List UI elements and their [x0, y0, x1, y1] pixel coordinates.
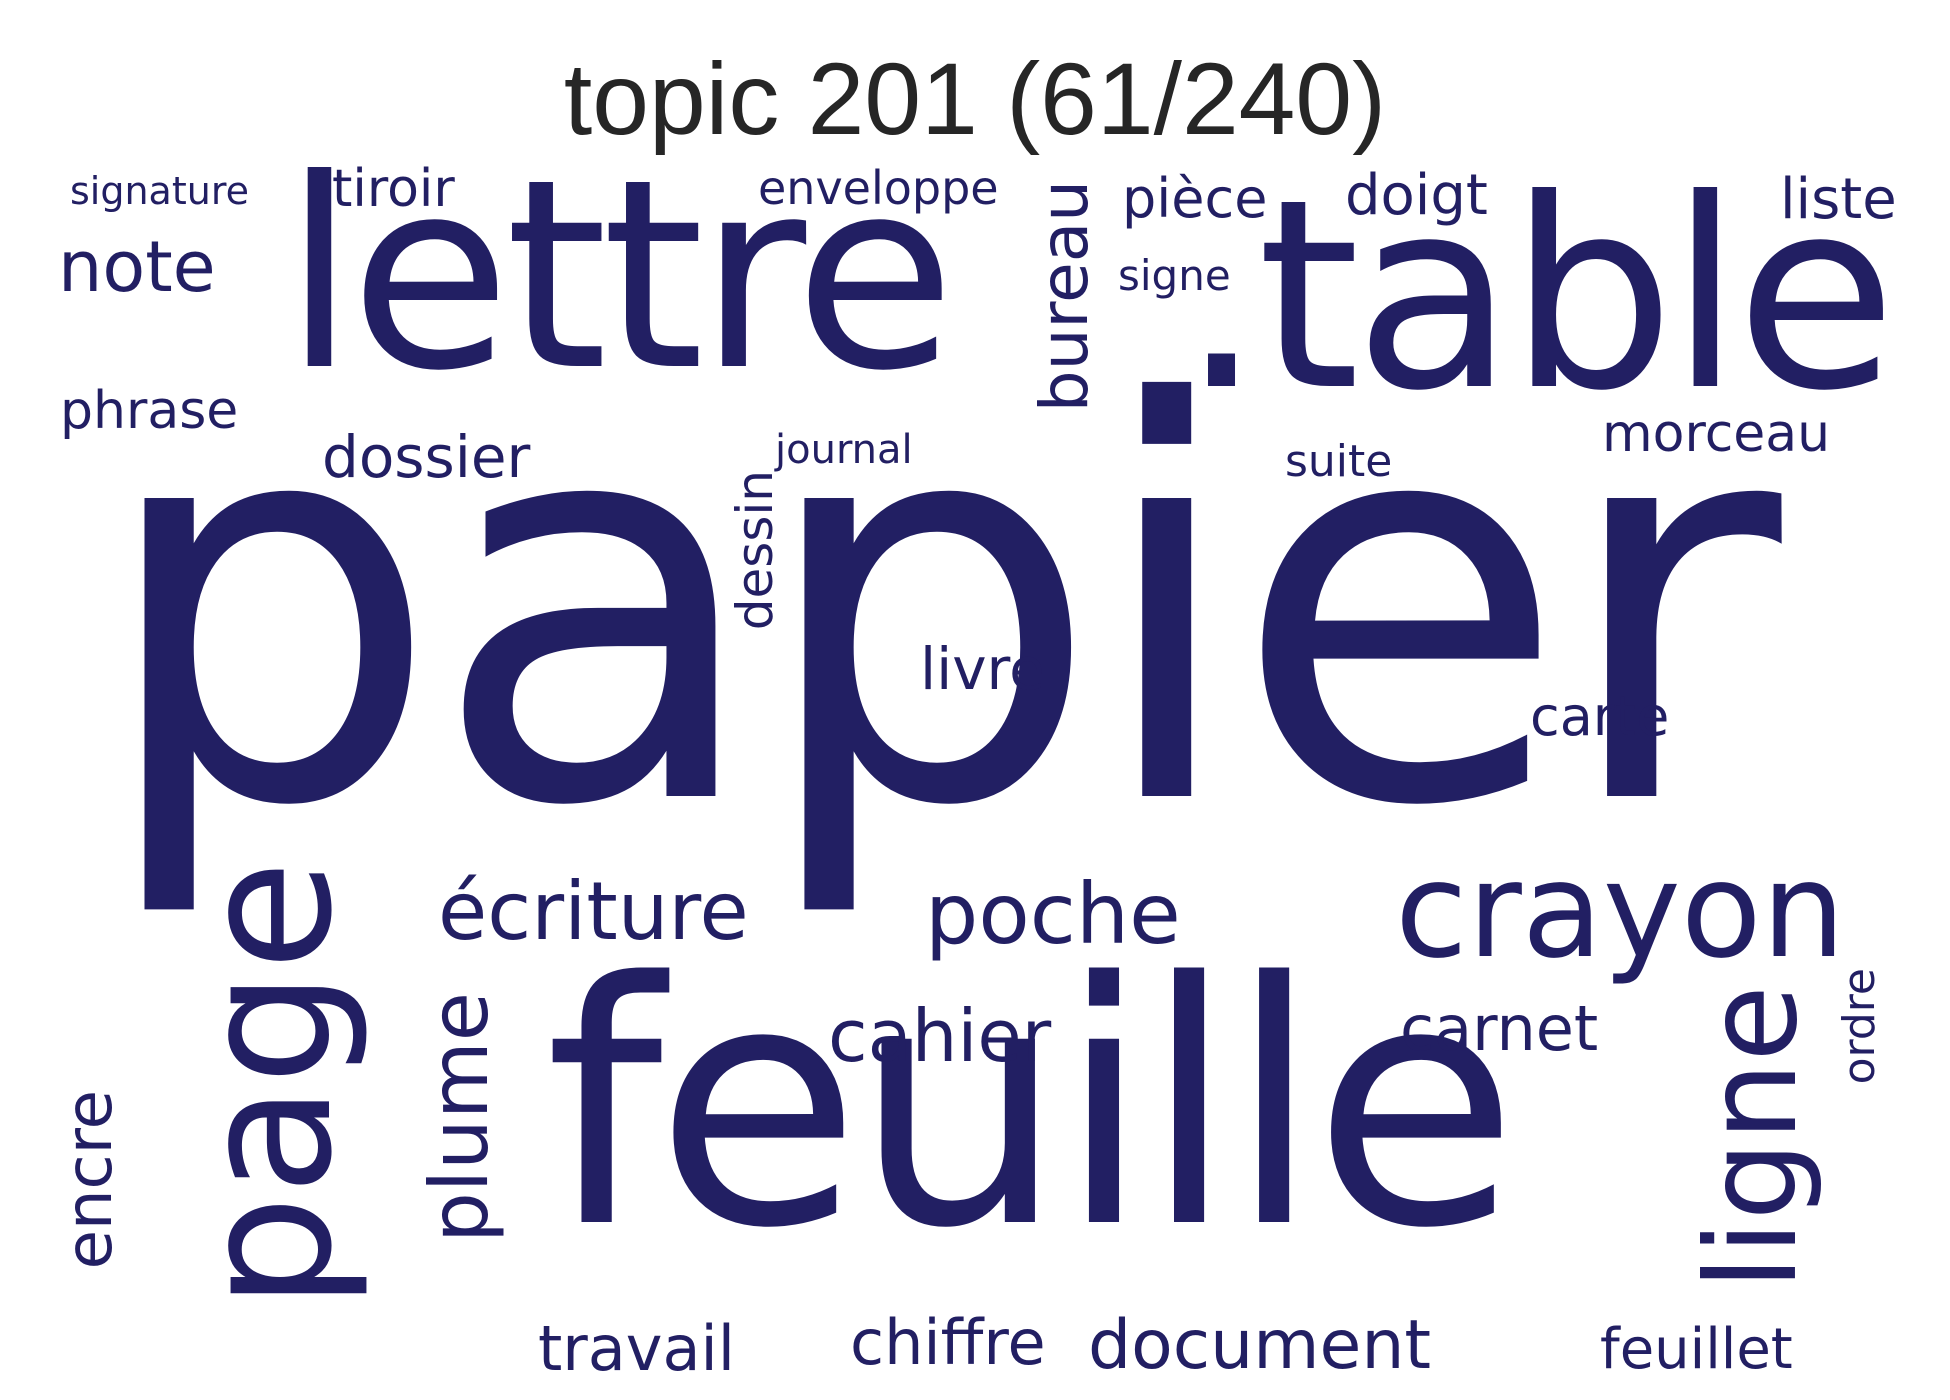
- word-plume: plume: [413, 992, 506, 1243]
- word-table: .table: [1180, 143, 1897, 448]
- word-cahier: cahier: [828, 994, 1052, 1078]
- word-dossier: dossier: [322, 423, 531, 491]
- word-poche: poche: [925, 865, 1181, 963]
- word-livre: livre: [920, 635, 1045, 703]
- word-papier: papier: [95, 290, 1782, 925]
- word-page: page: [163, 860, 372, 1310]
- word-ligne: ligne: [1680, 985, 1825, 1290]
- word-enveloppe: enveloppe: [758, 161, 999, 215]
- word-travail: travail: [538, 1312, 735, 1385]
- word-piece: pièce: [1122, 167, 1268, 230]
- word-ecriture: écriture: [438, 865, 749, 958]
- word-document: document: [1088, 1306, 1432, 1385]
- word-bureau: bureau: [1026, 180, 1103, 413]
- word-tiroir: tiroir: [332, 159, 455, 219]
- page-title: topic 201 (61/240): [563, 42, 1387, 156]
- word-chiffre: chiffre: [850, 1306, 1046, 1379]
- word-journal: journal: [775, 427, 913, 473]
- word-phrase: phrase: [60, 381, 239, 441]
- word-signature: signature: [70, 169, 249, 213]
- word-crayon: crayon: [1395, 834, 1846, 988]
- word-lettre: lettre: [283, 123, 956, 428]
- word-ordre: ordre: [1834, 968, 1885, 1085]
- word-feuillet: feuillet: [1600, 1317, 1793, 1382]
- word-note: note: [58, 226, 216, 308]
- word-feuille: feuille: [545, 912, 1519, 1302]
- word-carte: carte: [1530, 685, 1670, 748]
- word-morceau: morceau: [1602, 404, 1831, 464]
- word-dessin: dessin: [726, 470, 784, 631]
- word-suite: suite: [1285, 436, 1393, 487]
- word-encre: encre: [53, 1090, 127, 1270]
- word-liste: liste: [1780, 167, 1897, 232]
- word-signe: signe: [1118, 251, 1231, 300]
- word-doigt: doigt: [1345, 163, 1488, 228]
- word-carnet: carnet: [1400, 992, 1599, 1065]
